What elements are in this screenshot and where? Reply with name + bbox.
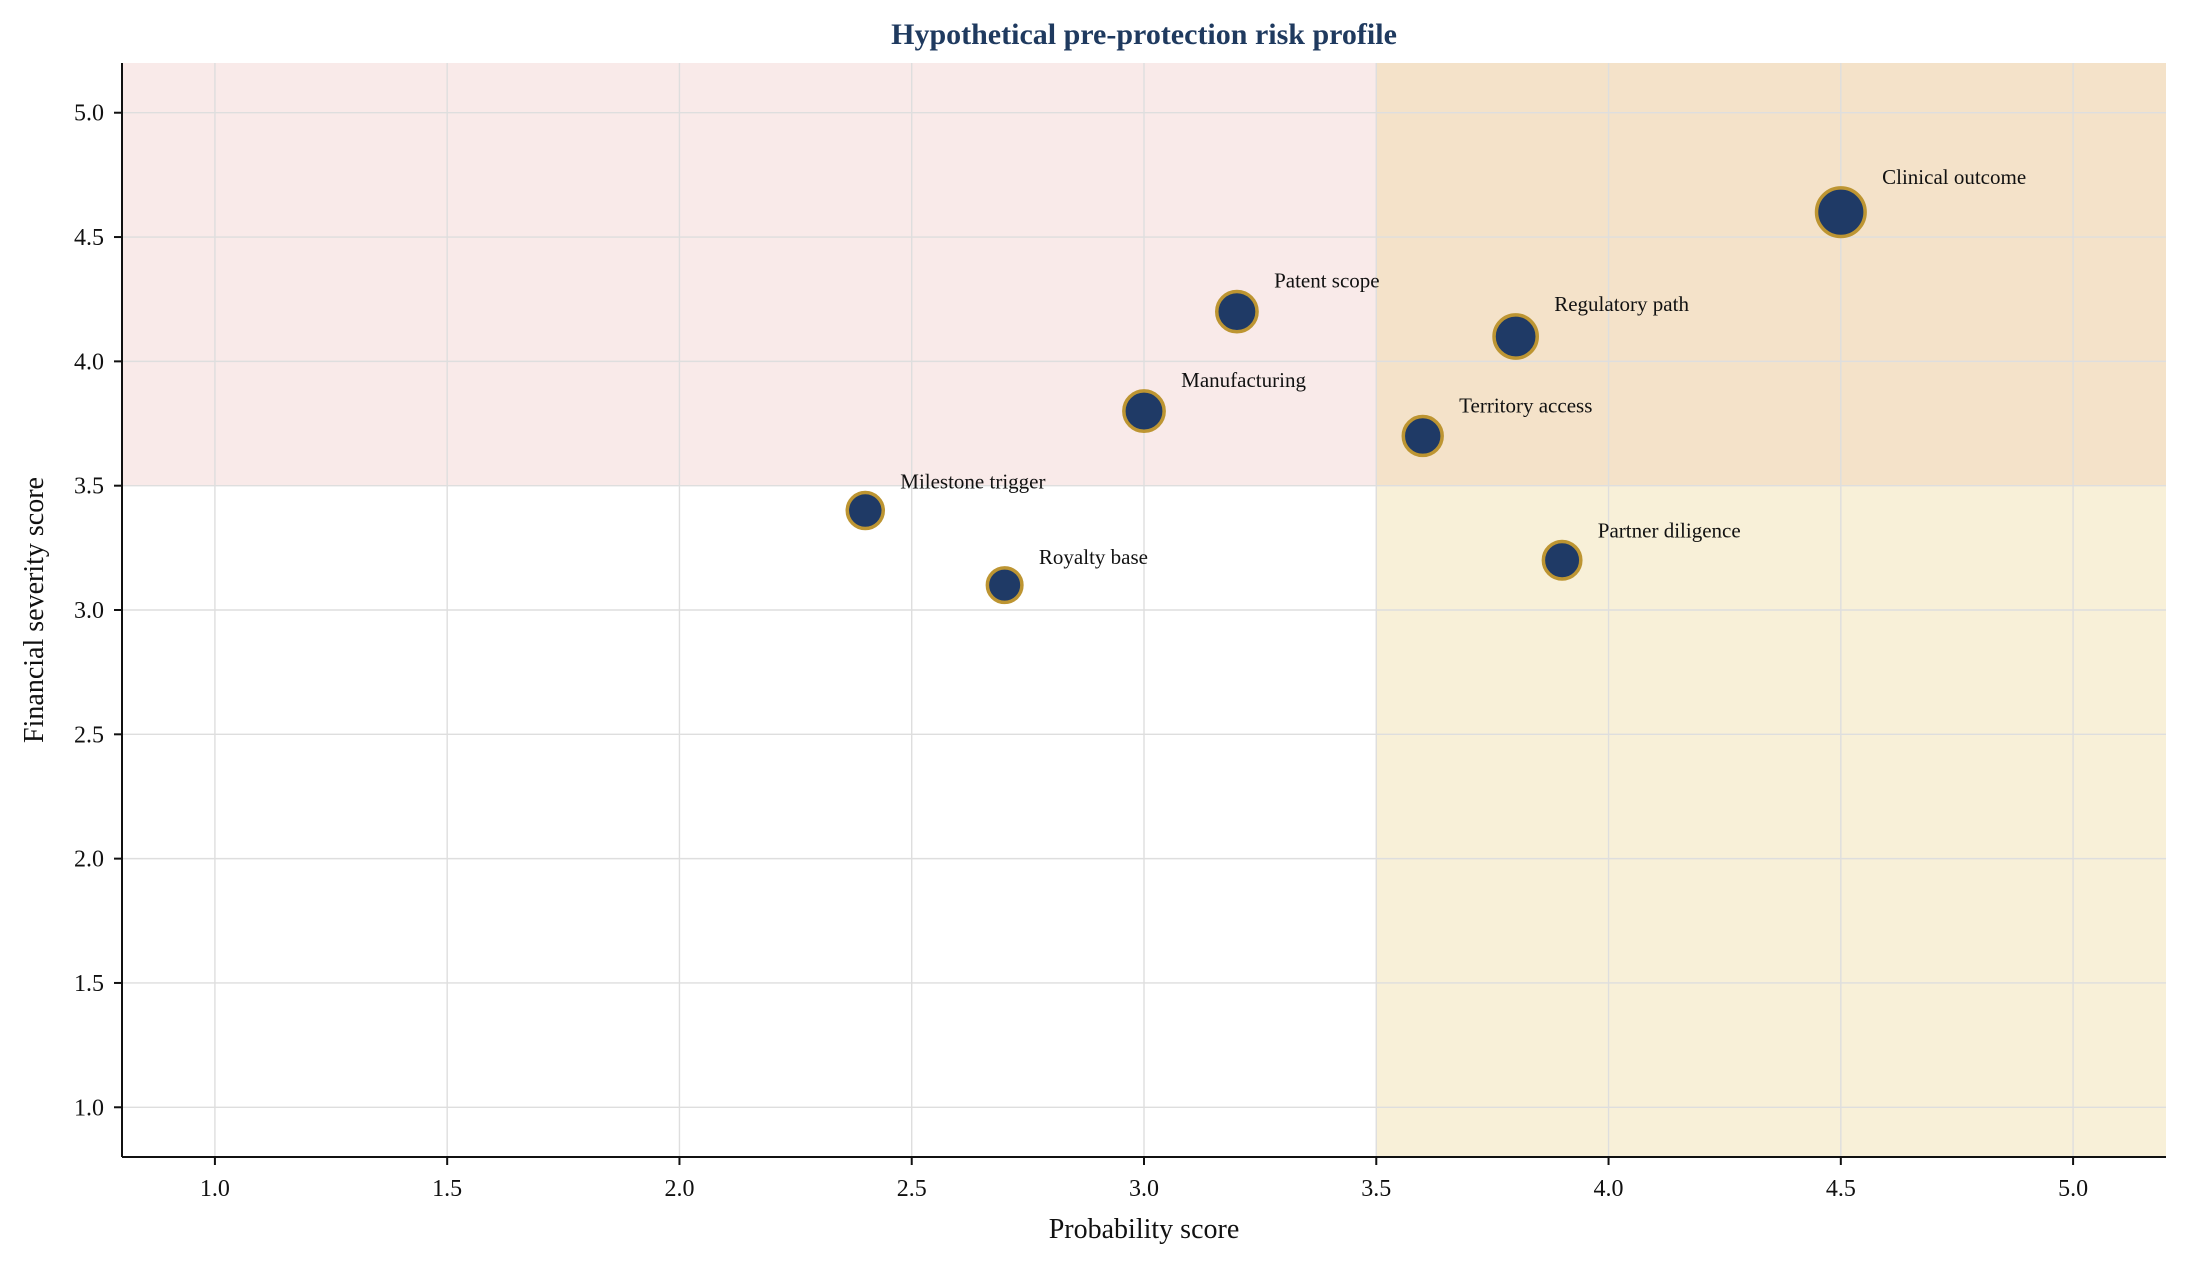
scatter-point-label: Territory access <box>1459 394 1592 418</box>
scatter-point <box>845 490 886 531</box>
plot-area: 1.0 1.5 2.0 2.5 3.0 3.5 4.0 4.5 5.0 1.0 1.5 2.0 2.5 3… <box>74 63 2166 1202</box>
data-points <box>845 186 1867 605</box>
y-tick-label: 1.0 <box>74 1095 104 1121</box>
data-point-labels: Clinical outcome Patent scope Regulatory p… <box>900 165 2026 569</box>
grid-lines <box>122 63 2166 1157</box>
x-tick-label: 2.0 <box>664 1176 694 1202</box>
x-tick-label: 3.5 <box>1361 1176 1391 1202</box>
y-tick-label: 1.5 <box>74 971 104 997</box>
x-tick-label: 1.0 <box>200 1176 230 1202</box>
y-tick-label: 3.5 <box>74 474 104 500</box>
scatter-point-label: Clinical outcome <box>1882 165 2026 189</box>
tick-labels: 1.0 1.5 2.0 2.5 3.0 3.5 4.0 4.5 5.0 1.0 1.5 2.0 2.5 3… <box>74 101 2088 1202</box>
chart-title: Hypothetical pre-protection risk profile <box>891 18 1397 51</box>
x-tick-label: 3.0 <box>1129 1176 1159 1202</box>
y-tick-label: 4.0 <box>74 349 104 375</box>
scatter-point-label: Regulatory path <box>1554 292 1689 316</box>
y-axis-title: Financial severity score <box>19 477 50 743</box>
scatter-point <box>985 566 1024 605</box>
y-tick-label: 3.0 <box>74 598 104 624</box>
y-tick-label: 2.5 <box>74 722 104 748</box>
y-tick-label: 2.0 <box>74 847 104 873</box>
scatter-point <box>1814 186 1867 239</box>
x-tick-label: 5.0 <box>2058 1176 2088 1202</box>
x-tick-label: 1.5 <box>432 1176 462 1202</box>
y-tick-label: 5.0 <box>74 101 104 127</box>
scatter-point <box>1401 414 1444 458</box>
x-tick-label: 4.5 <box>1826 1176 1856 1202</box>
scatter-point-label: Manufacturing <box>1181 368 1306 392</box>
y-tick-label: 4.5 <box>74 225 104 251</box>
scatter-point <box>1122 389 1166 434</box>
scatter-point-label: Partner diligence <box>1598 519 1741 543</box>
scatter-point <box>1492 313 1539 360</box>
scatter-point-label: Royalty base <box>1039 545 1148 569</box>
scatter-point <box>1541 539 1583 581</box>
scatter-point <box>1214 289 1259 334</box>
scatter-point-label: Patent scope <box>1274 268 1380 292</box>
x-tick-label: 4.0 <box>1594 1176 1624 1202</box>
x-tick-label: 2.5 <box>897 1176 927 1202</box>
scatter-point-label: Milestone trigger <box>900 470 1045 494</box>
x-axis-title: Probability score <box>1049 1214 1240 1245</box>
